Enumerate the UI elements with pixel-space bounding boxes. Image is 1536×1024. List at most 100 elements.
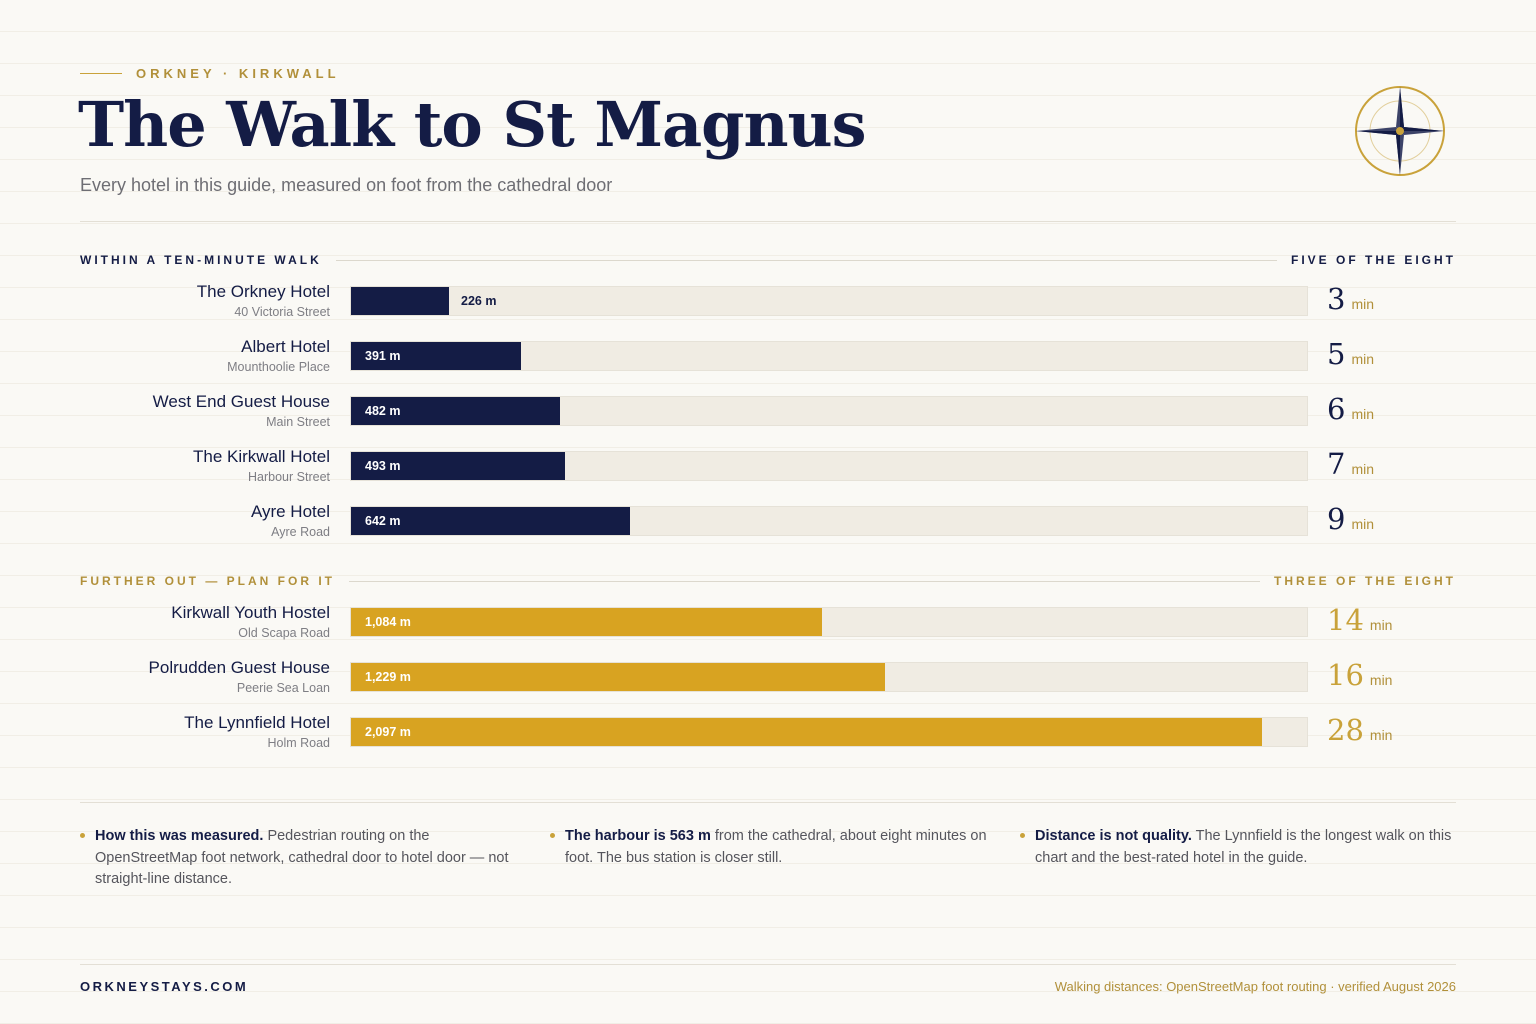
hotel-address: Main Street [266,415,330,429]
note-quality: Distance is not quality. The Lynnfield i… [1020,826,1460,869]
hotel-name: The Lynnfield Hotel [184,713,330,732]
walk-minutes: 7 min [1327,447,1374,481]
chart-row: Ayre Hotel Ayre Road 642 m 9 min [0,502,1536,552]
header-divider [80,221,1456,222]
bar-track: 493 m [350,451,1308,481]
footer-brand-link[interactable]: ORKNEYSTAYS.COM [80,979,249,994]
hotel-address: Ayre Road [271,525,330,539]
hotel-name: Kirkwall Youth Hostel [171,603,330,622]
minutes-unit: min [1351,351,1375,367]
walk-minutes: 6 min [1327,392,1374,426]
section-far-label: FURTHER OUT — PLAN FOR IT [80,574,335,588]
distance-bar [351,507,630,535]
distance-bar [351,663,885,691]
distance-bar [351,342,521,370]
note-harbour-text: from the cathedral, about eight minutes … [565,828,987,866]
chart-row: The Kirkwall Hotel Harbour Street 493 m 7 mi… [0,447,1536,497]
minutes-value: 6 [1327,392,1346,426]
minutes-unit: min [1369,617,1393,633]
distance-label: 2,097 m [365,725,411,739]
section-near-rule [335,259,1277,261]
page-subtitle: Every hotel in this guide, measured on f… [80,175,613,195]
note-bullet [80,833,85,838]
section-near-label: WITHIN A TEN-MINUTE WALK [80,253,322,267]
bar-track: 1,229 m [350,662,1308,692]
note-bullet [1020,833,1025,838]
bar-track: 226 m [350,286,1308,316]
section-near-count: FIVE OF THE EIGHT [1290,253,1456,267]
kicker-text: ORKNEY · KIRKWALL [136,65,340,81]
hotel-address: Old Scapa Road [238,626,330,640]
hotel-name: Albert Hotel [241,337,330,356]
hotel-address: Mounthoolie Place [227,360,330,374]
chart-row: Albert Hotel Mounthoolie Place 391 m 5 min [0,337,1536,387]
walk-minutes: 16 min [1327,658,1392,692]
bar-track: 1,084 m [350,607,1308,637]
minutes-unit: min [1369,727,1393,743]
walk-minutes: 9 min [1327,502,1374,536]
minutes-unit: min [1351,296,1375,312]
distance-bar [351,452,565,480]
notes-divider [80,802,1456,803]
chart-row: The Lynnfield Hotel Holm Road 2,097 m 28 min [0,713,1536,763]
distance-bar [351,287,449,315]
section-near-header: WITHIN A TEN-MINUTE WALK FIVE OF THE EIG… [80,252,1456,268]
chart-row: Polrudden Guest House Peerie Sea Loan 1,22… [0,658,1536,708]
chart-row: The Orkney Hotel 40 Victoria Street 226 m 3… [0,282,1536,332]
minutes-value: 14 [1327,603,1364,637]
section-far-rule [349,580,1260,582]
footer-divider [80,964,1456,965]
walk-minutes: 3 min [1327,282,1374,316]
note-measurement-text: Pedestrian routing on the OpenStreetMap … [95,828,509,887]
minutes-unit: min [1369,672,1393,688]
hotel-name: Ayre Hotel [250,502,330,521]
distance-bar [351,608,822,636]
distance-label: 642 m [365,514,401,528]
bar-track: 642 m [350,506,1308,536]
note-harbour-lead: The harbour is 563 m [565,828,711,844]
note-measurement: How this was measured. Pedestrian routin… [80,826,520,891]
kicker-rule [80,72,122,74]
bar-track: 391 m [350,341,1308,371]
minutes-unit: min [1351,461,1375,477]
hotel-name: Polrudden Guest House [148,658,330,677]
distance-label: 482 m [365,404,401,418]
note-bullet [550,833,555,838]
kicker: ORKNEY · KIRKWALL [80,64,340,82]
bar-track: 2,097 m [350,717,1308,747]
distance-label: 391 m [365,349,401,363]
minutes-unit: min [1351,516,1375,532]
hotel-address: Holm Road [267,736,330,750]
chart-row: West End Guest House Main Street 482 m 6 min [0,392,1536,442]
section-far-header: FURTHER OUT — PLAN FOR IT THREE OF THE E… [80,573,1456,589]
note-quality-lead: Distance is not quality. [1035,828,1192,844]
compass-rose-icon [1355,86,1445,176]
walk-minutes: 14 min [1327,603,1392,637]
note-harbour: The harbour is 563 m from the cathedral,… [550,826,990,869]
minutes-value: 3 [1327,282,1346,316]
minutes-value: 9 [1327,502,1346,536]
minutes-value: 16 [1327,658,1364,692]
hotel-address: Peerie Sea Loan [236,681,330,695]
distance-label: 1,084 m [365,615,411,629]
hotel-name: The Orkney Hotel [196,282,330,301]
note-quality-text: The Lynnfield is the longest walk on thi… [1035,828,1452,866]
footer-source: Walking distances: OpenStreetMap foot ro… [1054,979,1456,994]
note-measurement-lead: How this was measured. [95,828,264,844]
minutes-value: 28 [1327,713,1364,747]
distance-label: 1,229 m [365,670,411,684]
distance-label: 493 m [365,459,401,473]
hotel-name: The Kirkwall Hotel [193,447,330,466]
page-title: The Walk to St Magnus [78,88,867,161]
walk-minutes: 28 min [1327,713,1392,747]
bar-track: 482 m [350,396,1308,426]
hotel-address: 40 Victoria Street [234,305,330,319]
minutes-unit: min [1351,406,1375,422]
hotel-address: Harbour Street [248,470,330,484]
hotel-name: West End Guest House [152,392,330,411]
minutes-value: 7 [1327,447,1346,481]
distance-bar [351,397,560,425]
walk-minutes: 5 min [1327,337,1374,371]
minutes-value: 5 [1327,337,1346,371]
section-far-count: THREE OF THE EIGHT [1273,574,1456,588]
